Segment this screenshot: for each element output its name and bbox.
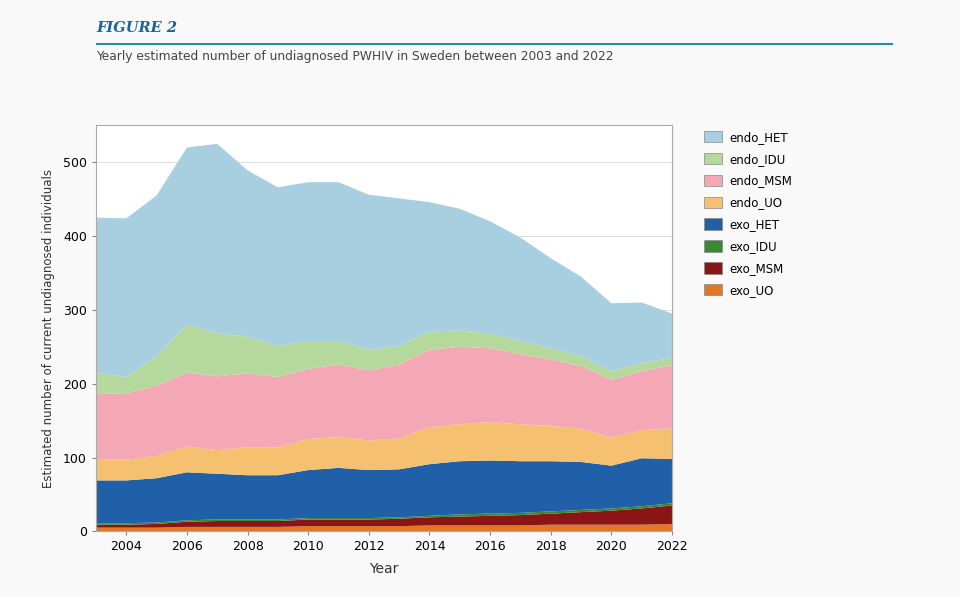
Text: FIGURE 2: FIGURE 2 [96, 21, 177, 35]
X-axis label: Year: Year [370, 562, 398, 576]
Text: Yearly estimated number of undiagnosed PWHIV in Sweden between 2003 and 2022: Yearly estimated number of undiagnosed P… [96, 50, 613, 63]
Legend: endo_HET, endo_IDU, endo_MSM, endo_UO, exo_HET, exo_IDU, exo_MSM, exo_UO: endo_HET, endo_IDU, endo_MSM, endo_UO, e… [701, 127, 796, 300]
Y-axis label: Estimated number of current undiagnosed individuals: Estimated number of current undiagnosed … [41, 169, 55, 488]
